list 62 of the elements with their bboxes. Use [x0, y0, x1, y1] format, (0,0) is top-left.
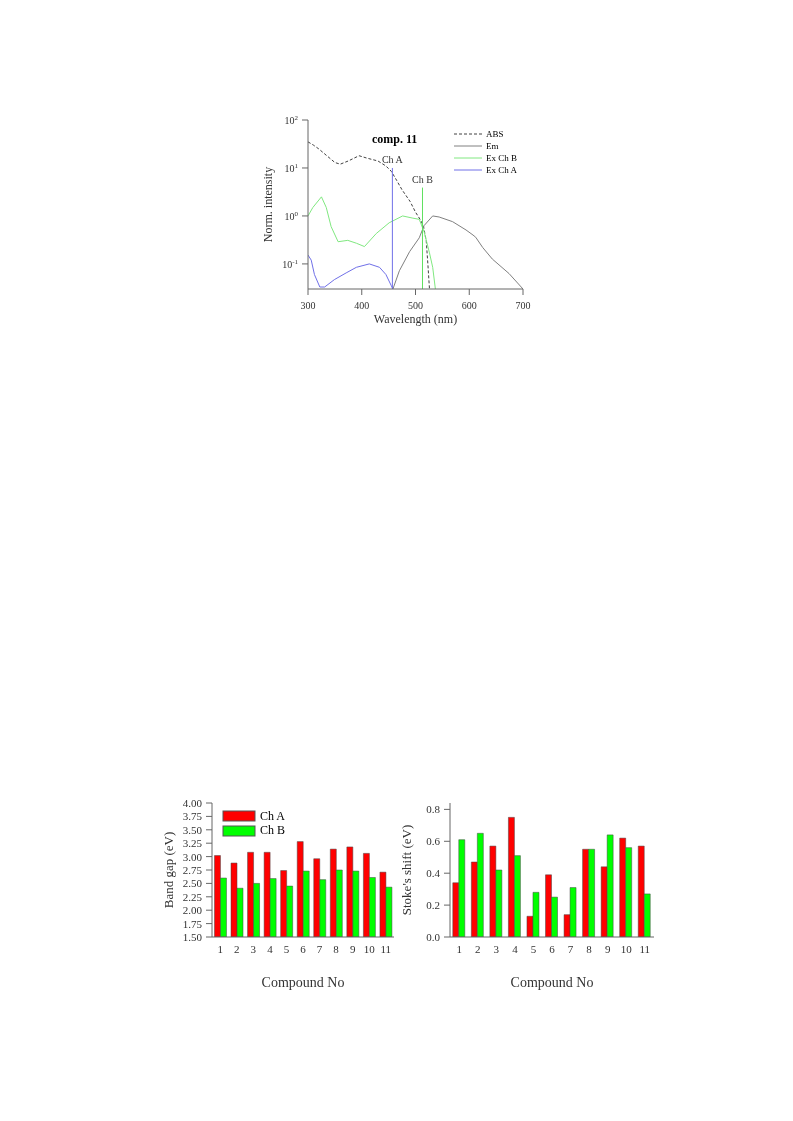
y-tick-label: 0.4 [426, 867, 441, 880]
legend-label: Ch A [260, 809, 286, 824]
legend-label: Ch B [260, 823, 286, 838]
y-tick-label: 10$^{2}$ [284, 114, 299, 126]
x-tick-label: 9 [349, 942, 356, 955]
x-tick-label: 1 [456, 942, 463, 955]
x-tick-label: 7 [316, 942, 323, 955]
x-tick-label: 3 [250, 942, 257, 955]
y-tick-label: 1.50 [182, 931, 203, 943]
y-tick-label: 3.75 [182, 810, 203, 823]
x-tick-label: 4 [267, 942, 274, 955]
x-tick-label: 500 [408, 300, 423, 311]
x-tick-label: 400 [354, 300, 370, 311]
y-tick-label: 0.2 [426, 899, 440, 912]
x-tick-label: 10 [620, 942, 633, 955]
x-tick-label: 6 [300, 942, 307, 955]
y-tick-label: 2.50 [182, 877, 203, 890]
y-tick-label: 3.50 [182, 823, 203, 836]
y-tick-label: 3.00 [182, 850, 203, 863]
legend-label: ABS [485, 128, 504, 140]
y-axis-title: Stoke's shift (eV) [398, 824, 414, 916]
x-tick-label: 3 [493, 942, 500, 955]
legend-label: Ex Ch A [485, 164, 517, 176]
y-tick-label: 10$^{-1}$ [282, 257, 299, 270]
x-tick-label: 8 [333, 942, 340, 955]
x-tick-label: 5 [283, 942, 290, 955]
x-tick-label: 9 [604, 942, 611, 955]
y-tick-label: 10$^{1}$ [284, 161, 299, 174]
x-tick-label: 6 [549, 942, 556, 955]
x-axis-title: Compound No [261, 975, 345, 990]
x-tick-label: 600 [461, 300, 477, 311]
x-axis-title: Wavelength (nm) [373, 312, 458, 326]
y-tick-label: 1.75 [182, 917, 203, 930]
x-tick-label: 700 [515, 300, 531, 311]
legend-label: Em [485, 140, 499, 152]
y-tick-label: 4.00 [182, 797, 203, 809]
x-tick-label: 2 [234, 942, 240, 955]
legend-label: Ex Ch B [485, 152, 517, 164]
y-tick-label: 2.75 [182, 864, 203, 876]
x-tick-label: 2 [475, 942, 481, 955]
x-tick-label: 5 [530, 942, 537, 955]
y-tick-label: 2.25 [182, 890, 203, 903]
y-axis-title: Norm. intensity [261, 166, 276, 243]
x-axis-title: Compound No [510, 975, 594, 990]
y-axis-title: Band gap (eV) [160, 831, 176, 909]
x-tick-label: 4 [512, 942, 519, 955]
x-tick-label: 10 [363, 942, 376, 955]
x-tick-label: 1 [217, 942, 224, 955]
x-tick-label: 8 [586, 942, 593, 955]
x-tick-label: 11 [639, 942, 651, 955]
y-tick-label: 3.25 [182, 837, 203, 850]
text: comp. 11 [372, 132, 418, 147]
y-tick-label: 0.0 [426, 931, 441, 943]
x-tick-label: 11 [380, 942, 392, 955]
annotation: Ch A [381, 153, 404, 165]
y-tick-label: 0.6 [426, 835, 441, 848]
y-tick-label: 2.00 [182, 904, 203, 917]
x-tick-label: 7 [567, 942, 574, 955]
annotation: Ch B [412, 173, 434, 185]
y-tick-label: 0.8 [426, 803, 441, 816]
y-tick-label: 10$^{0}$ [284, 209, 299, 222]
x-tick-label: 300 [300, 300, 316, 311]
